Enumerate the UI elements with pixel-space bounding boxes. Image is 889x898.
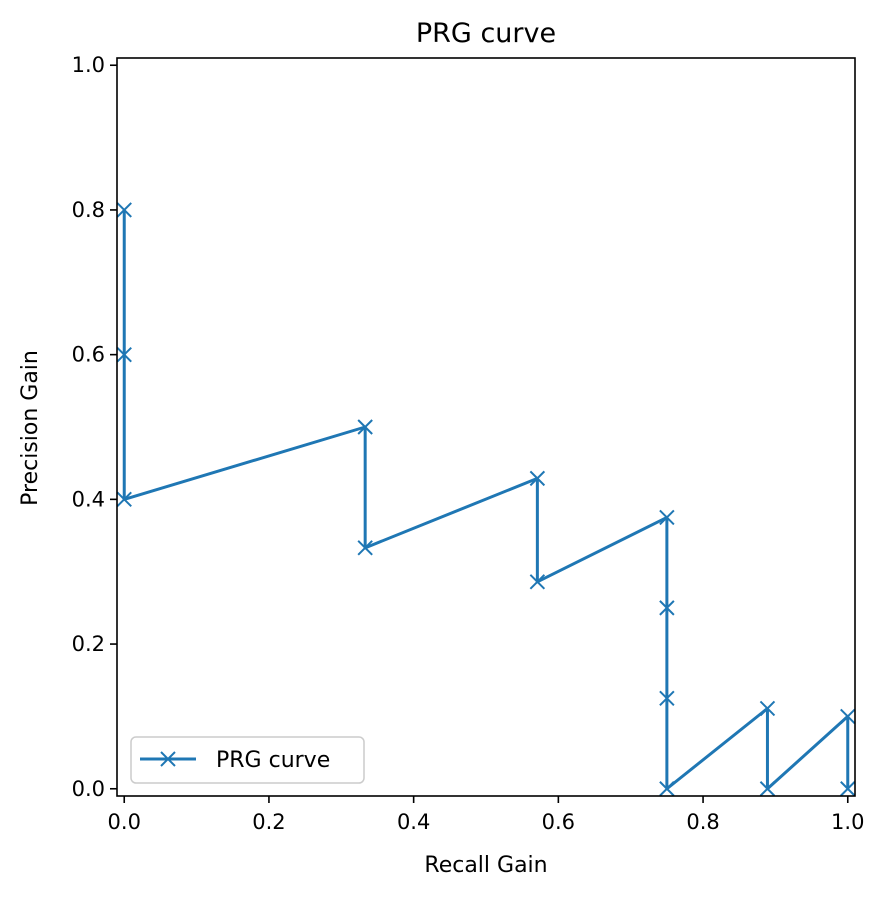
legend-marker bbox=[160, 751, 176, 767]
data-point-marker bbox=[116, 202, 132, 218]
chart-title: PRG curve bbox=[416, 18, 556, 49]
y-tick-label: 0.8 bbox=[72, 198, 105, 222]
x-tick-label: 0.2 bbox=[252, 810, 285, 834]
data-point-marker bbox=[840, 708, 856, 725]
x-tick-label: 0.8 bbox=[686, 810, 719, 834]
data-point-marker bbox=[840, 781, 856, 797]
y-tick-label: 0.0 bbox=[72, 777, 105, 801]
data-point-marker bbox=[357, 419, 373, 435]
y-axis: 0.0 0.2 0.4 0.6 0.8 1.0 bbox=[72, 53, 117, 801]
plot-area bbox=[116, 202, 856, 797]
data-point-marker bbox=[529, 574, 546, 590]
x-tick-label: 0.4 bbox=[397, 810, 430, 834]
y-tick-label: 0.2 bbox=[72, 632, 105, 656]
x-tick-label: 0.0 bbox=[108, 810, 141, 834]
data-point-marker bbox=[759, 700, 776, 717]
x-axis: 0.0 0.2 0.4 0.6 0.8 1.0 bbox=[108, 796, 864, 834]
legend: PRG curve bbox=[130, 736, 365, 784]
y-tick-label: 1.0 bbox=[72, 53, 105, 77]
x-tick-label: 1.0 bbox=[831, 810, 864, 834]
data-point-marker bbox=[357, 540, 373, 556]
data-point-marker bbox=[659, 690, 675, 707]
data-point-marker bbox=[529, 470, 546, 487]
x-tick-label: 0.6 bbox=[542, 810, 575, 834]
data-point-marker bbox=[659, 600, 675, 616]
legend-label: PRG curve bbox=[216, 748, 330, 773]
data-point-marker bbox=[116, 346, 132, 363]
y-tick-label: 0.4 bbox=[72, 487, 105, 511]
data-point-marker bbox=[759, 781, 776, 797]
y-tick-label: 0.6 bbox=[72, 343, 105, 367]
y-axis-label: Precision Gain bbox=[18, 350, 43, 506]
legend-box bbox=[130, 736, 365, 784]
series-line bbox=[122, 209, 850, 791]
x-axis-label: Recall Gain bbox=[424, 853, 547, 878]
data-point-marker bbox=[659, 781, 675, 797]
data-point-marker bbox=[116, 491, 132, 508]
data-point-marker bbox=[659, 509, 675, 526]
plot-frame bbox=[116, 57, 856, 797]
